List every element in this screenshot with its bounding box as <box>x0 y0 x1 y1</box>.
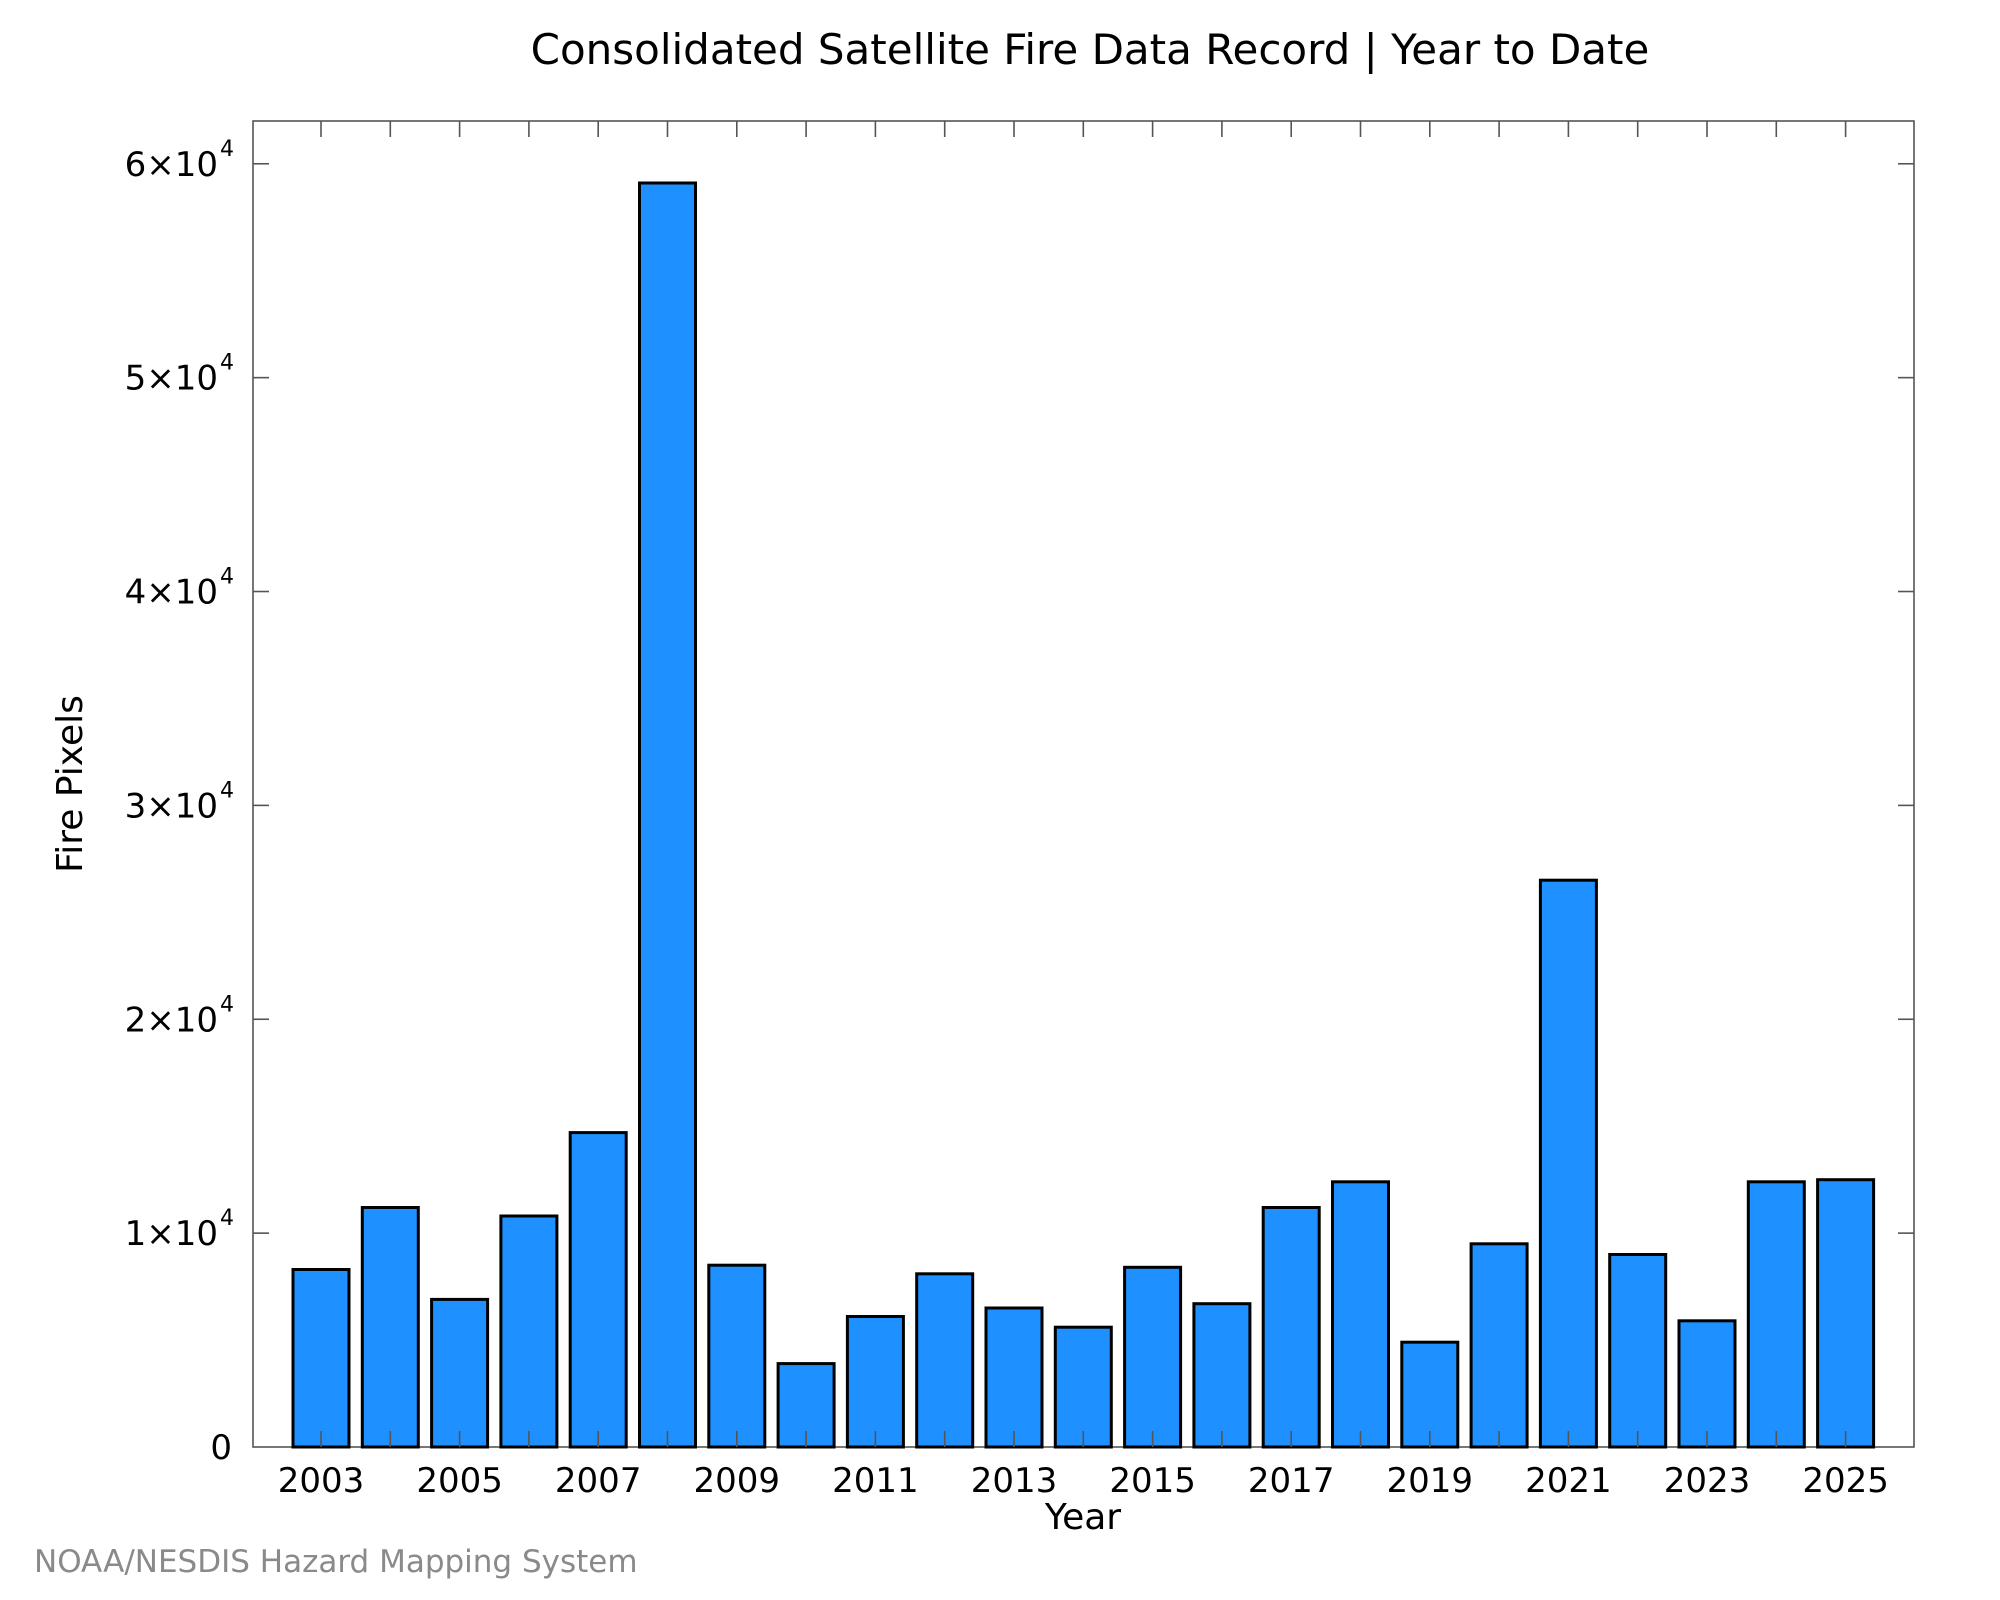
bar-2017 <box>1261 1206 1321 1449</box>
chart-title: Consolidated Satellite Fire Data Record … <box>531 25 1650 74</box>
y-tick-exponent: 4 <box>220 351 234 376</box>
bars-group <box>291 181 1876 1449</box>
y-tick-exponent: 4 <box>220 565 234 590</box>
credit-text: NOAA/NESDIS Hazard Mapping System <box>34 1544 638 1580</box>
bar-2021 <box>1538 878 1598 1449</box>
bar-2005 <box>430 1297 490 1449</box>
x-axis-label: Year <box>1044 1497 1121 1538</box>
y-tick-exponent: 4 <box>220 778 234 803</box>
y-axis-ticks: 01×10 42×10 43×10 44×10 45×10 46×10 4 <box>125 137 1914 1468</box>
bar-2013 <box>984 1306 1044 1449</box>
bar-2025 <box>1816 1178 1876 1449</box>
y-tick-label: 4×10 <box>125 573 218 613</box>
bar-2018 <box>1331 1180 1390 1449</box>
x-tick-label-2015: 2015 <box>1109 1461 1196 1501</box>
y-tick-label: 1×10 <box>125 1214 218 1254</box>
y-tick-label: 2×10 <box>125 1000 218 1040</box>
x-tick-label-2005: 2005 <box>416 1461 503 1501</box>
bar-2012 <box>915 1272 975 1449</box>
x-tick-label-2023: 2023 <box>1664 1461 1751 1501</box>
x-tick-label-2007: 2007 <box>555 1461 642 1501</box>
y-tick-exponent: 4 <box>220 1206 234 1231</box>
bar-2020 <box>1469 1242 1529 1449</box>
bar-2015 <box>1123 1265 1183 1449</box>
x-tick-label-2003: 2003 <box>278 1461 365 1501</box>
y-tick-exponent: 4 <box>220 992 234 1017</box>
x-tick-label-2021: 2021 <box>1525 1461 1612 1501</box>
bar-2016 <box>1192 1302 1252 1449</box>
bar-2022 <box>1608 1253 1668 1449</box>
x-tick-label-2011: 2011 <box>832 1461 919 1501</box>
bar-2011 <box>845 1315 905 1449</box>
bar-2004 <box>360 1206 420 1449</box>
x-axis-ticks: 2003 2005 2007 2009 2011 2013 2015 2017 2019 2021… <box>278 121 1889 1501</box>
bar-2009 <box>707 1263 767 1449</box>
x-tick-label-2019: 2019 <box>1387 1461 1474 1501</box>
y-axis-label: Fire Pixels <box>50 695 91 873</box>
bar-2006 <box>499 1214 559 1449</box>
x-tick-label-2013: 2013 <box>971 1461 1058 1501</box>
bar-2024 <box>1746 1180 1806 1449</box>
bar-2008 <box>638 181 697 1449</box>
x-tick-label-2017: 2017 <box>1248 1461 1335 1501</box>
bar-2014 <box>1053 1325 1113 1449</box>
bar-2003 <box>291 1268 351 1449</box>
y-tick-label: 3×10 <box>125 786 218 826</box>
x-tick-label-2009: 2009 <box>694 1461 781 1501</box>
y-tick-exponent: 4 <box>220 137 234 162</box>
y-tick-label: 6×10 <box>125 145 218 185</box>
x-tick-label-2025: 2025 <box>1802 1461 1889 1501</box>
bar-2023 <box>1677 1319 1737 1449</box>
bar-2007 <box>568 1131 628 1449</box>
y-tick-label: 0 <box>210 1428 232 1468</box>
y-tick-label: 5×10 <box>125 359 218 399</box>
